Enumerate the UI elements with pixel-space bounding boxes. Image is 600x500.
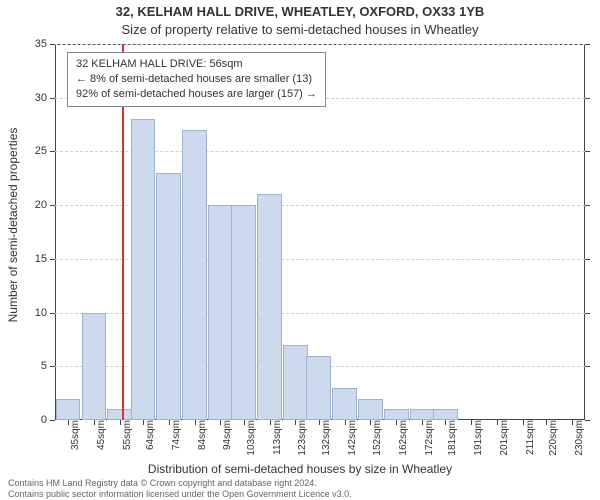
x-tick-label: 162sqm: [394, 420, 409, 456]
x-tick-label: 172sqm: [420, 420, 435, 456]
x-tick-label: 220sqm: [544, 420, 559, 456]
x-tick-label: 45sqm: [92, 420, 107, 450]
chart-title-line1: 32, KELHAM HALL DRIVE, WHEATLEY, OXFORD,…: [0, 4, 600, 19]
x-tick: [68, 420, 69, 425]
x-tick: [497, 420, 498, 425]
y-tick-label: 5: [41, 360, 55, 372]
y-tick-label: 10: [35, 307, 55, 319]
x-tick-label: 142sqm: [343, 420, 358, 456]
x-tick: [295, 420, 296, 425]
x-tick: [422, 420, 423, 425]
chart-title-line2: Size of property relative to semi-detach…: [0, 22, 600, 37]
plot-top-border: [55, 44, 585, 45]
x-tick-label: 94sqm: [218, 420, 233, 450]
x-tick-label: 181sqm: [443, 420, 458, 456]
x-tick: [120, 420, 121, 425]
y-tick-right: [585, 98, 590, 99]
x-tick: [396, 420, 397, 425]
x-tick-label: 84sqm: [193, 420, 208, 450]
y-tick-right: [585, 259, 590, 260]
annotation-line-2: ← 8% of semi-detached houses are smaller…: [76, 72, 317, 87]
x-tick-label: 211sqm: [521, 420, 536, 455]
x-tick-label: 152sqm: [368, 420, 383, 456]
x-tick-label: 191sqm: [469, 420, 484, 456]
y-axis-label: Number of semi-detached properties: [6, 30, 20, 225]
y-tick-label: 15: [35, 253, 55, 265]
x-tick: [370, 420, 371, 425]
x-tick: [270, 420, 271, 425]
y-tick-label: 20: [35, 199, 55, 211]
x-tick: [523, 420, 524, 425]
y-tick-right: [585, 151, 590, 152]
y-tick-label: 35: [35, 38, 55, 50]
x-tick: [169, 420, 170, 425]
x-tick-label: 55sqm: [118, 420, 133, 450]
x-tick: [572, 420, 573, 425]
x-tick: [195, 420, 196, 425]
footer-attribution: Contains HM Land Registry data © Crown c…: [8, 478, 352, 499]
y-tick-right: [585, 44, 590, 45]
x-tick-label: 201sqm: [495, 420, 510, 456]
x-tick: [445, 420, 446, 425]
x-tick: [471, 420, 472, 425]
footer-line-2: Contains public sector information licen…: [8, 489, 352, 499]
x-tick-label: 35sqm: [66, 420, 81, 450]
y-tick-label: 25: [35, 145, 55, 157]
y-tick-right: [585, 420, 590, 421]
y-tick-label: 0: [41, 414, 55, 426]
annotation-line-1: 32 KELHAM HALL DRIVE: 56sqm: [76, 57, 317, 72]
x-tick-label: 230sqm: [570, 420, 585, 456]
y-tick-right: [585, 205, 590, 206]
x-tick-label: 103sqm: [242, 420, 257, 456]
plot-right-border: [584, 44, 585, 420]
x-axis-label: Distribution of semi-detached houses by …: [0, 462, 600, 476]
x-tick: [143, 420, 144, 425]
x-tick: [546, 420, 547, 425]
y-tick-right: [585, 313, 590, 314]
x-tick-label: 123sqm: [293, 420, 308, 456]
x-tick-label: 64sqm: [141, 420, 156, 450]
x-tick: [94, 420, 95, 425]
y-tick-right: [585, 366, 590, 367]
x-tick: [345, 420, 346, 425]
x-tick: [319, 420, 320, 425]
x-tick: [244, 420, 245, 425]
x-tick-label: 132sqm: [317, 420, 332, 456]
x-tick-label: 113sqm: [268, 420, 283, 455]
x-tick-label: 74sqm: [167, 420, 182, 450]
footer-line-1: Contains HM Land Registry data © Crown c…: [8, 478, 352, 488]
y-tick-label: 30: [35, 92, 55, 104]
annotation-line-3: 92% of semi-detached houses are larger (…: [76, 87, 317, 102]
x-tick: [220, 420, 221, 425]
y-tick: [50, 420, 55, 421]
annotation-box: 32 KELHAM HALL DRIVE: 56sqm ← 8% of semi…: [67, 52, 326, 107]
